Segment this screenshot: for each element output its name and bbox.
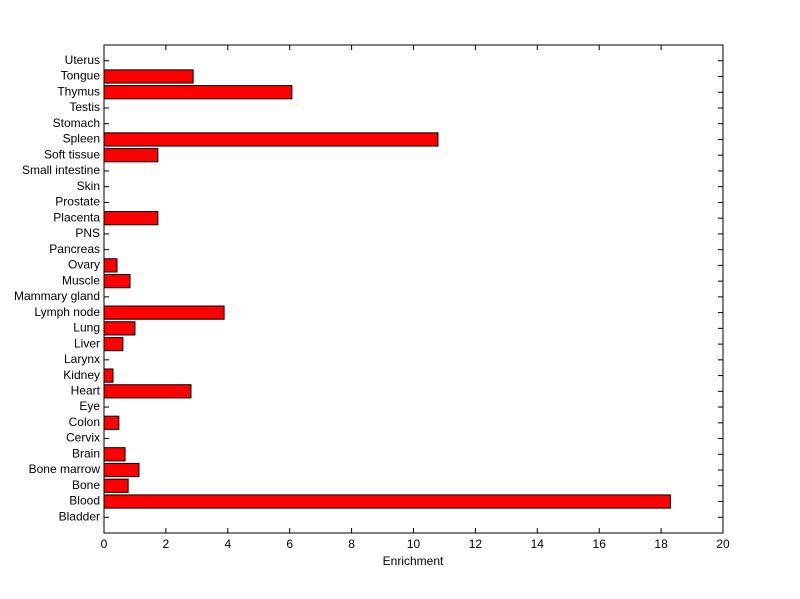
y-tick-label: Pancreas: [49, 242, 100, 256]
y-tick-label: Soft tissue: [44, 147, 100, 161]
y-tick-label: Skin: [77, 179, 100, 193]
bar: [103, 132, 439, 147]
y-tick-label: Heart: [71, 383, 101, 397]
y-tick-label: Ovary: [68, 258, 100, 272]
bar: [103, 85, 293, 100]
bar: [103, 447, 126, 462]
bar: [103, 415, 120, 430]
y-tick-label: Mammary gland: [14, 289, 100, 303]
plot-frame: [103, 44, 724, 534]
y-tick-label: Prostate: [55, 195, 100, 209]
y-tick-label: Thymus: [57, 84, 100, 98]
x-tick-label: 0: [101, 537, 108, 551]
bar: [103, 368, 114, 383]
y-tick-label: Colon: [69, 415, 100, 429]
y-tick-label: Muscle: [62, 273, 100, 287]
x-tick-label: 6: [286, 537, 293, 551]
x-tick-label: 20: [716, 537, 730, 551]
x-axis-label: Enrichment: [383, 554, 444, 568]
bar: [103, 274, 131, 289]
x-tick-label: 12: [469, 537, 483, 551]
y-tick-label: Small intestine: [22, 163, 100, 177]
y-tick-label: Cervix: [66, 431, 100, 445]
y-tick-label: PNS: [75, 226, 100, 240]
y-tick-label: Bladder: [59, 509, 100, 523]
y-tick-label: Eye: [79, 399, 100, 413]
bar: [103, 148, 159, 163]
x-tick-label: 14: [531, 537, 545, 551]
y-tick-label: Uterus: [65, 53, 100, 67]
bar: [103, 321, 136, 336]
y-tick-label: Brain: [72, 446, 100, 460]
y-tick-label: Bone: [72, 478, 100, 492]
x-tick-label: 8: [348, 537, 355, 551]
bar: [103, 384, 192, 399]
x-tick-label: 18: [654, 537, 668, 551]
bar: [103, 211, 159, 226]
y-tick-label: Kidney: [63, 368, 100, 382]
bar: [103, 336, 124, 352]
bar: [103, 69, 194, 84]
x-tick-label: 4: [224, 537, 231, 551]
y-tick-label: Bone marrow: [29, 462, 101, 476]
y-tick-label: Lymph node: [34, 305, 100, 319]
y-tick-label: Tongue: [61, 69, 101, 83]
y-tick-label: Blood: [69, 494, 100, 508]
bar: [103, 258, 118, 273]
bar: [103, 494, 671, 509]
bar: [103, 305, 225, 320]
y-tick-label: Liver: [74, 336, 100, 350]
x-tick-label: 2: [163, 537, 170, 551]
y-tick-label: Spleen: [63, 132, 100, 146]
y-tick-label: Larynx: [64, 352, 100, 366]
x-tick-label: 16: [593, 537, 607, 551]
y-tick-label: Testis: [69, 100, 100, 114]
x-tick-label: 10: [407, 537, 421, 551]
y-tick-label: Placenta: [53, 210, 100, 224]
bar: [103, 478, 129, 493]
y-tick-label: Stomach: [53, 116, 100, 130]
y-tick-label: Lung: [73, 321, 100, 335]
bar: [103, 462, 140, 478]
